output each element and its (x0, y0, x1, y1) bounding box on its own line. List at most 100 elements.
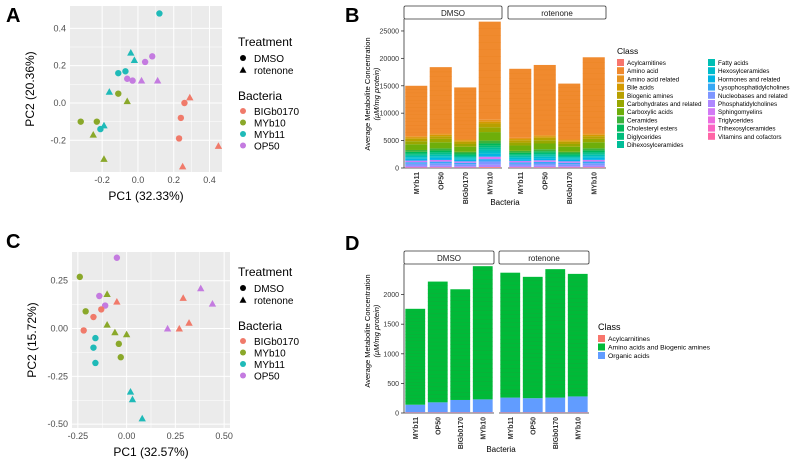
bar-segment (429, 133, 452, 135)
y-tick-label: 5000 (383, 138, 399, 145)
legend-label: Hormones and related (718, 76, 781, 83)
data-point (76, 273, 84, 281)
data-point (124, 75, 131, 82)
bar-segment (509, 137, 532, 140)
legend-treatment-title: Treatment (238, 35, 293, 49)
bar-segment (533, 165, 556, 168)
y-tick-label: 20000 (380, 56, 400, 63)
y-axis-label-units: (μM/mg protein) (372, 304, 381, 357)
legend-treatment-label: rotenone (254, 66, 294, 77)
bar-segment (509, 163, 532, 166)
bar-segment (405, 404, 426, 413)
bar-segment (509, 155, 532, 157)
bar-segment (429, 148, 452, 151)
data-point (113, 254, 121, 261)
data-point (77, 118, 84, 125)
bar-segment (558, 166, 581, 168)
x-tick-label: OP50 (530, 417, 537, 435)
bar-chart-d: DMSO rotenone 0 500 1000 1500 2000 MYb11 OP50 BIG… (363, 250, 711, 454)
data-point (141, 58, 149, 66)
legend-swatch (598, 335, 605, 342)
y-tick-label: 0.00 (50, 324, 68, 334)
bar-segment (427, 402, 448, 413)
legend-swatch (708, 91, 715, 99)
legend-bacteria-label: MYb10 (254, 119, 286, 130)
data-point (122, 330, 131, 338)
facet-label: DMSO (441, 9, 465, 18)
bar-segment (454, 157, 477, 159)
bar-segment (509, 142, 532, 146)
legend-treatment-marker (239, 296, 247, 303)
legend-swatch (708, 83, 715, 91)
data-point (115, 69, 122, 77)
bar-segment (478, 119, 501, 122)
facet-strip (403, 250, 495, 265)
bar-segment (405, 157, 428, 159)
facet-strip (507, 5, 607, 20)
bar-segment (478, 143, 501, 146)
bar-segment (582, 167, 605, 168)
data-point (92, 334, 99, 342)
bar-segment (429, 153, 452, 155)
y-axis-label: Average Metabolite Concentration (363, 37, 372, 150)
data-point (90, 344, 97, 351)
legend-label: Carboxylic acids (627, 109, 673, 116)
bar-segment (478, 153, 501, 157)
bar-segment (405, 158, 428, 161)
data-point (100, 155, 108, 162)
bar-segment (533, 151, 556, 153)
legend-swatch (708, 132, 715, 140)
legend-bacteria-label: BIGb0170 (254, 107, 299, 118)
data-point (178, 162, 187, 170)
bar-segment (509, 162, 532, 164)
data-point (175, 324, 183, 332)
bar-segment (429, 154, 452, 157)
bar-segment (509, 159, 532, 161)
x-tick-label: 0.2 (167, 175, 180, 185)
data-point (156, 10, 163, 17)
x-tick-label: -0.2 (94, 175, 110, 185)
legend-swatch (617, 124, 624, 132)
legend-treatment-label: DMSO (254, 284, 284, 295)
bar-segment (405, 137, 428, 139)
data-point (98, 306, 105, 313)
bar-segment (509, 156, 532, 158)
x-tick-label: 0.0 (132, 175, 145, 185)
legend-swatch (708, 108, 715, 116)
legend-swatch (708, 59, 715, 66)
x-tick-label: BIGb0170 (567, 172, 574, 204)
legend-swatch (617, 83, 624, 91)
bar-segment (454, 140, 477, 142)
data-point (123, 97, 131, 105)
legend-swatch (708, 67, 715, 75)
bar-segment (522, 398, 543, 413)
bar-segment (405, 162, 428, 164)
bar-segment (545, 397, 566, 413)
bar-segment (558, 162, 581, 165)
legend-bacteria-label: OP50 (254, 372, 280, 383)
bar-segment (533, 167, 556, 168)
legend-label: Amino acids and Biogenic amines (608, 345, 711, 352)
legend-label: Diglycerides (627, 134, 661, 141)
x-axis-label: Bacteria (490, 198, 520, 207)
x-tick-label: 0.50 (215, 431, 233, 441)
bar-segment (478, 121, 501, 124)
data-point (138, 414, 146, 422)
data-point (177, 114, 185, 122)
y-axis-label: PC2 (15.72%) (25, 302, 39, 377)
bar-segment (429, 152, 452, 154)
bar-segment (405, 151, 428, 154)
panel-letter-d: D (345, 233, 359, 255)
bar-segment (429, 157, 452, 160)
legend-swatch (617, 116, 624, 124)
bar-segment (429, 163, 452, 166)
bar-segment (478, 159, 501, 162)
x-tick-label: 0.4 (203, 175, 216, 185)
data-point (185, 319, 193, 326)
bar-segment (478, 156, 501, 160)
bar-segment (533, 149, 556, 152)
legend-label: Hexosylceramides (718, 68, 769, 75)
bar-segment (405, 144, 428, 150)
bar-segment (405, 149, 428, 152)
legend-bacteria-label: OP50 (254, 142, 280, 153)
